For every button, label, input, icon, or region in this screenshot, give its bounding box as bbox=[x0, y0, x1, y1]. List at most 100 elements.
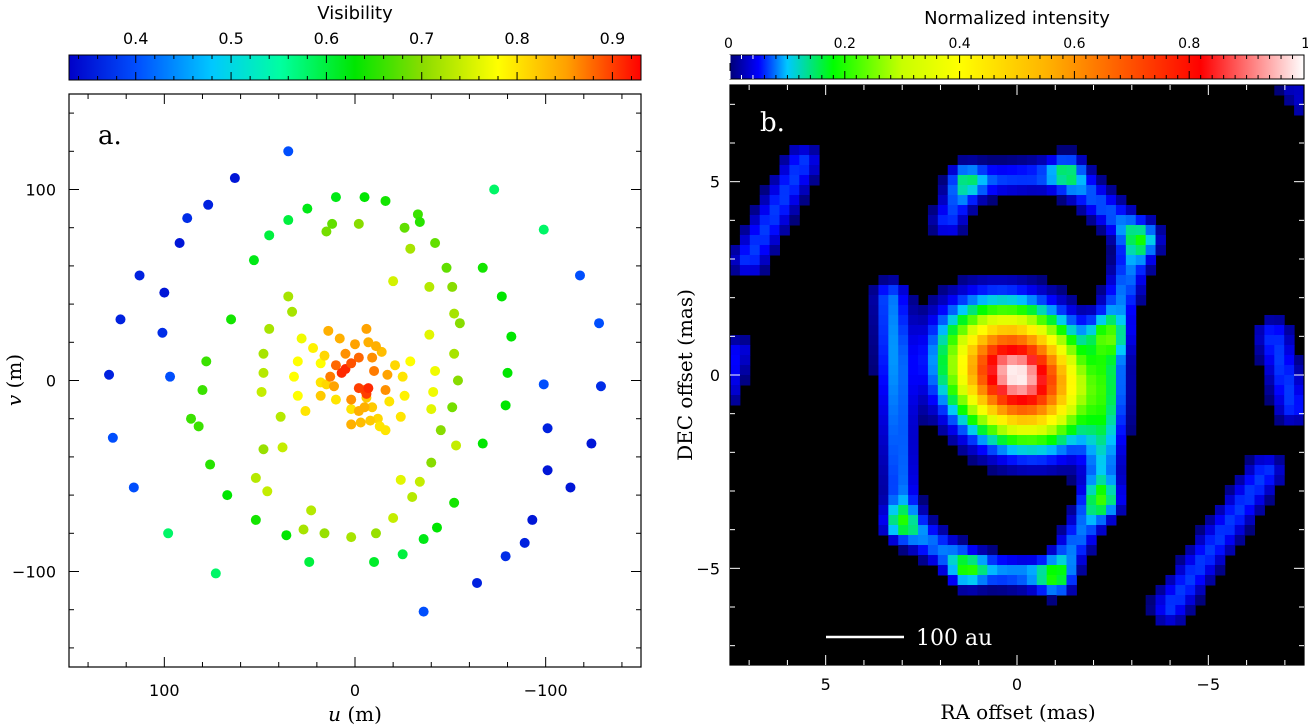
intensity-pixel bbox=[888, 385, 899, 396]
intensity-pixel bbox=[1007, 445, 1018, 456]
intensity-pixel bbox=[868, 285, 879, 296]
intensity-pixel bbox=[957, 215, 969, 226]
intensity-pixel bbox=[1017, 435, 1028, 446]
intensity-pixel bbox=[997, 555, 1008, 566]
intensity-pixel bbox=[1274, 455, 1285, 466]
intensity-pixel bbox=[1185, 555, 1196, 566]
intensity-pixel bbox=[1155, 245, 1166, 256]
intensity-pixel bbox=[1244, 515, 1256, 526]
intensity-pixel bbox=[987, 305, 998, 316]
intensity-pixel bbox=[759, 205, 771, 216]
intensity-pixel bbox=[1076, 445, 1087, 456]
intensity-pixel bbox=[1056, 545, 1067, 556]
intensity-pixel bbox=[1026, 455, 1038, 466]
intensity-pixel bbox=[1056, 465, 1067, 476]
intensity-pixel bbox=[898, 405, 909, 416]
intensity-pixel bbox=[1106, 325, 1117, 336]
intensity-pixel bbox=[1096, 315, 1107, 326]
intensity-pixel bbox=[1086, 445, 1097, 456]
intensity-pixel bbox=[1284, 415, 1295, 426]
intensity-pixel bbox=[878, 285, 889, 296]
intensity-pixel bbox=[1086, 385, 1097, 396]
intensity-pixel bbox=[1096, 485, 1107, 496]
uv-point bbox=[201, 356, 212, 367]
intensity-pixel bbox=[1294, 95, 1304, 106]
intensity-pixel bbox=[1076, 425, 1087, 436]
intensity-pixel bbox=[1086, 405, 1097, 416]
intensity-pixel bbox=[1086, 315, 1097, 326]
intensity-pixel bbox=[1086, 475, 1097, 486]
intensity-pixel bbox=[937, 365, 949, 376]
intensity-pixel bbox=[1026, 565, 1038, 576]
intensity-pixel bbox=[898, 505, 909, 516]
uv-point bbox=[367, 352, 378, 363]
intensity-pixel bbox=[1026, 315, 1038, 326]
intensity-pixel bbox=[1155, 615, 1166, 626]
intensity-pixel bbox=[1007, 415, 1018, 426]
colorbar-a-ticks bbox=[78, 55, 632, 80]
intensity-pixel bbox=[997, 295, 1008, 306]
intensity-pixel bbox=[1135, 225, 1147, 236]
intensity-pixel bbox=[957, 385, 969, 396]
intensity-pixel bbox=[1135, 275, 1147, 286]
uv-point bbox=[538, 224, 549, 235]
intensity-pixel bbox=[1017, 465, 1028, 476]
y-tick-label-b: 0 bbox=[710, 366, 720, 385]
intensity-pixel bbox=[1195, 585, 1206, 596]
uv-point bbox=[277, 442, 288, 453]
intensity-pixel bbox=[898, 365, 909, 376]
intensity-pixel bbox=[1254, 465, 1265, 476]
intensity-pixel bbox=[1106, 255, 1117, 266]
intensity-pixel bbox=[898, 325, 909, 336]
uv-point bbox=[407, 492, 418, 503]
intensity-pixel bbox=[937, 325, 949, 336]
intensity-pixel bbox=[1076, 165, 1087, 176]
uv-point bbox=[405, 356, 416, 367]
intensity-pixel bbox=[957, 365, 969, 376]
uv-point bbox=[329, 381, 340, 392]
intensity-pixel bbox=[799, 165, 810, 176]
uv-point bbox=[248, 255, 259, 266]
intensity-pixel bbox=[1086, 465, 1097, 476]
intensity-pixel bbox=[997, 305, 1008, 316]
intensity-pixel bbox=[1106, 395, 1117, 406]
uv-point bbox=[300, 406, 311, 417]
intensity-pixel bbox=[967, 375, 978, 386]
intensity-pixel bbox=[927, 335, 939, 346]
intensity-pixel bbox=[1026, 395, 1038, 406]
intensity-pixel bbox=[1125, 345, 1137, 356]
intensity-pixel bbox=[1244, 475, 1256, 486]
intensity-pixel bbox=[937, 225, 949, 236]
intensity-pixel bbox=[927, 415, 939, 426]
intensity-pixel bbox=[789, 165, 800, 176]
uv-point bbox=[163, 528, 174, 539]
intensity-pixel bbox=[1066, 535, 1077, 546]
x-tick-label-a: −100 bbox=[524, 681, 568, 700]
uv-point bbox=[369, 556, 380, 567]
intensity-pixel bbox=[779, 215, 790, 226]
intensity-pixel bbox=[1086, 525, 1097, 536]
intensity-pixel bbox=[987, 385, 998, 396]
intensity-pixel bbox=[1294, 385, 1304, 396]
uv-point bbox=[330, 394, 341, 405]
intensity-pixel bbox=[1294, 85, 1304, 96]
intensity-pixel bbox=[1294, 375, 1304, 386]
intensity-pixel bbox=[957, 295, 969, 306]
intensity-pixel bbox=[1086, 335, 1097, 346]
intensity-pixel bbox=[1017, 155, 1028, 166]
intensity-pixel bbox=[898, 545, 909, 556]
intensity-pixel bbox=[1036, 165, 1048, 176]
intensity-pixel bbox=[878, 355, 889, 366]
intensity-pixel bbox=[1096, 335, 1107, 346]
intensity-pixel bbox=[1036, 285, 1048, 296]
intensity-pixel bbox=[1125, 305, 1137, 316]
intensity-pixel bbox=[1086, 425, 1097, 436]
intensity-pixel bbox=[1106, 215, 1117, 226]
intensity-pixel bbox=[1195, 555, 1206, 566]
intensity-pixel bbox=[1026, 165, 1038, 176]
x-axis-b-title: RA offset (mas) bbox=[940, 700, 1095, 724]
intensity-pixel bbox=[987, 425, 998, 436]
intensity-pixel bbox=[878, 475, 889, 486]
intensity-pixel bbox=[1125, 355, 1137, 366]
intensity-pixel bbox=[1294, 105, 1304, 116]
